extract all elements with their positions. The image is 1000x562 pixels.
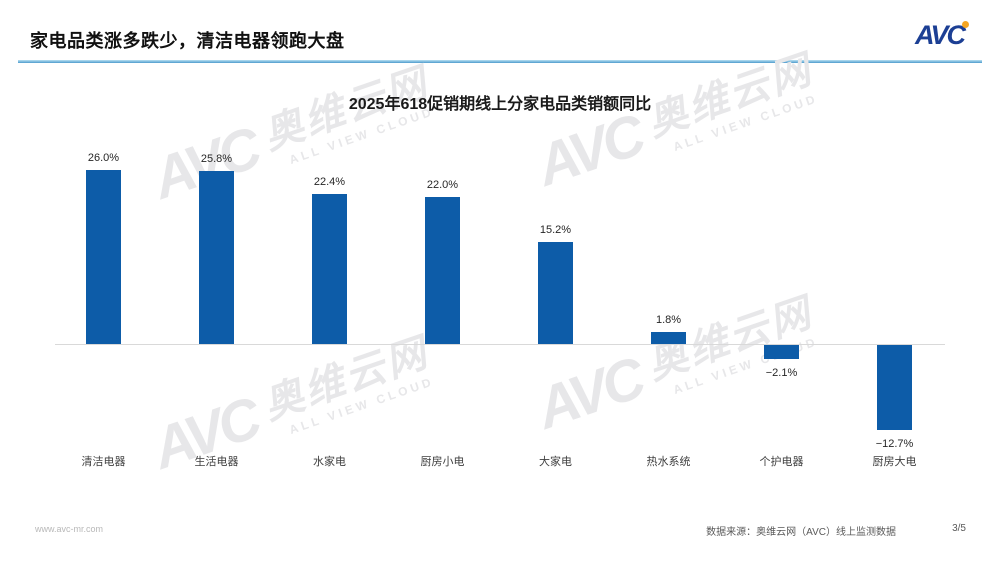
footer-source: 数据来源：奥维云网（AVC）线上监测数据 (706, 527, 896, 538)
bar-个护电器 (764, 345, 799, 359)
category-label: 水家电 (313, 456, 346, 468)
page-number: 3/5 (952, 523, 966, 534)
bar-厨房大电 (877, 345, 912, 430)
category-label: 热水系统 (646, 456, 691, 468)
bar-大家电 (538, 242, 573, 344)
avc-logo-dot-icon (962, 21, 969, 28)
avc-logo-text: AVC (914, 20, 966, 50)
category-label: 清洁电器 (81, 456, 126, 468)
bar-水家电 (312, 194, 347, 344)
page-title: 家电品类涨多跌少，清洁电器领跑大盘 (30, 31, 345, 51)
bar-生活电器 (199, 171, 234, 344)
value-label: 22.0% (426, 179, 459, 191)
value-label: 26.0% (87, 152, 120, 164)
value-label: 15.2% (539, 224, 572, 236)
value-label: 22.4% (313, 176, 346, 188)
avc-logo: AVC (914, 18, 969, 52)
plot-area: 26.0% 清洁电器 25.8% 生活电器 22.4% 水家电 22.0% 厨房小电 15.2%… (55, 120, 945, 500)
category-label: 大家电 (539, 456, 572, 468)
bar-清洁电器 (86, 170, 121, 344)
category-label: 厨房小电 (420, 456, 465, 468)
category-label: 厨房大电 (872, 456, 917, 468)
value-label: 25.8% (200, 153, 233, 165)
category-label: 生活电器 (194, 456, 239, 468)
value-label: 1.8% (655, 314, 682, 326)
chart-title: 2025年618促销期线上分家电品类销额同比 (348, 96, 652, 113)
header-divider (18, 60, 982, 63)
bar-厨房小电 (425, 197, 460, 344)
bar-热水系统 (651, 332, 686, 344)
footer-url: www.avc-mr.com (35, 524, 104, 534)
value-label: −2.1% (765, 367, 798, 379)
value-label: −12.7% (875, 438, 914, 450)
x-axis-line (55, 344, 945, 345)
category-label: 个护电器 (759, 456, 804, 468)
